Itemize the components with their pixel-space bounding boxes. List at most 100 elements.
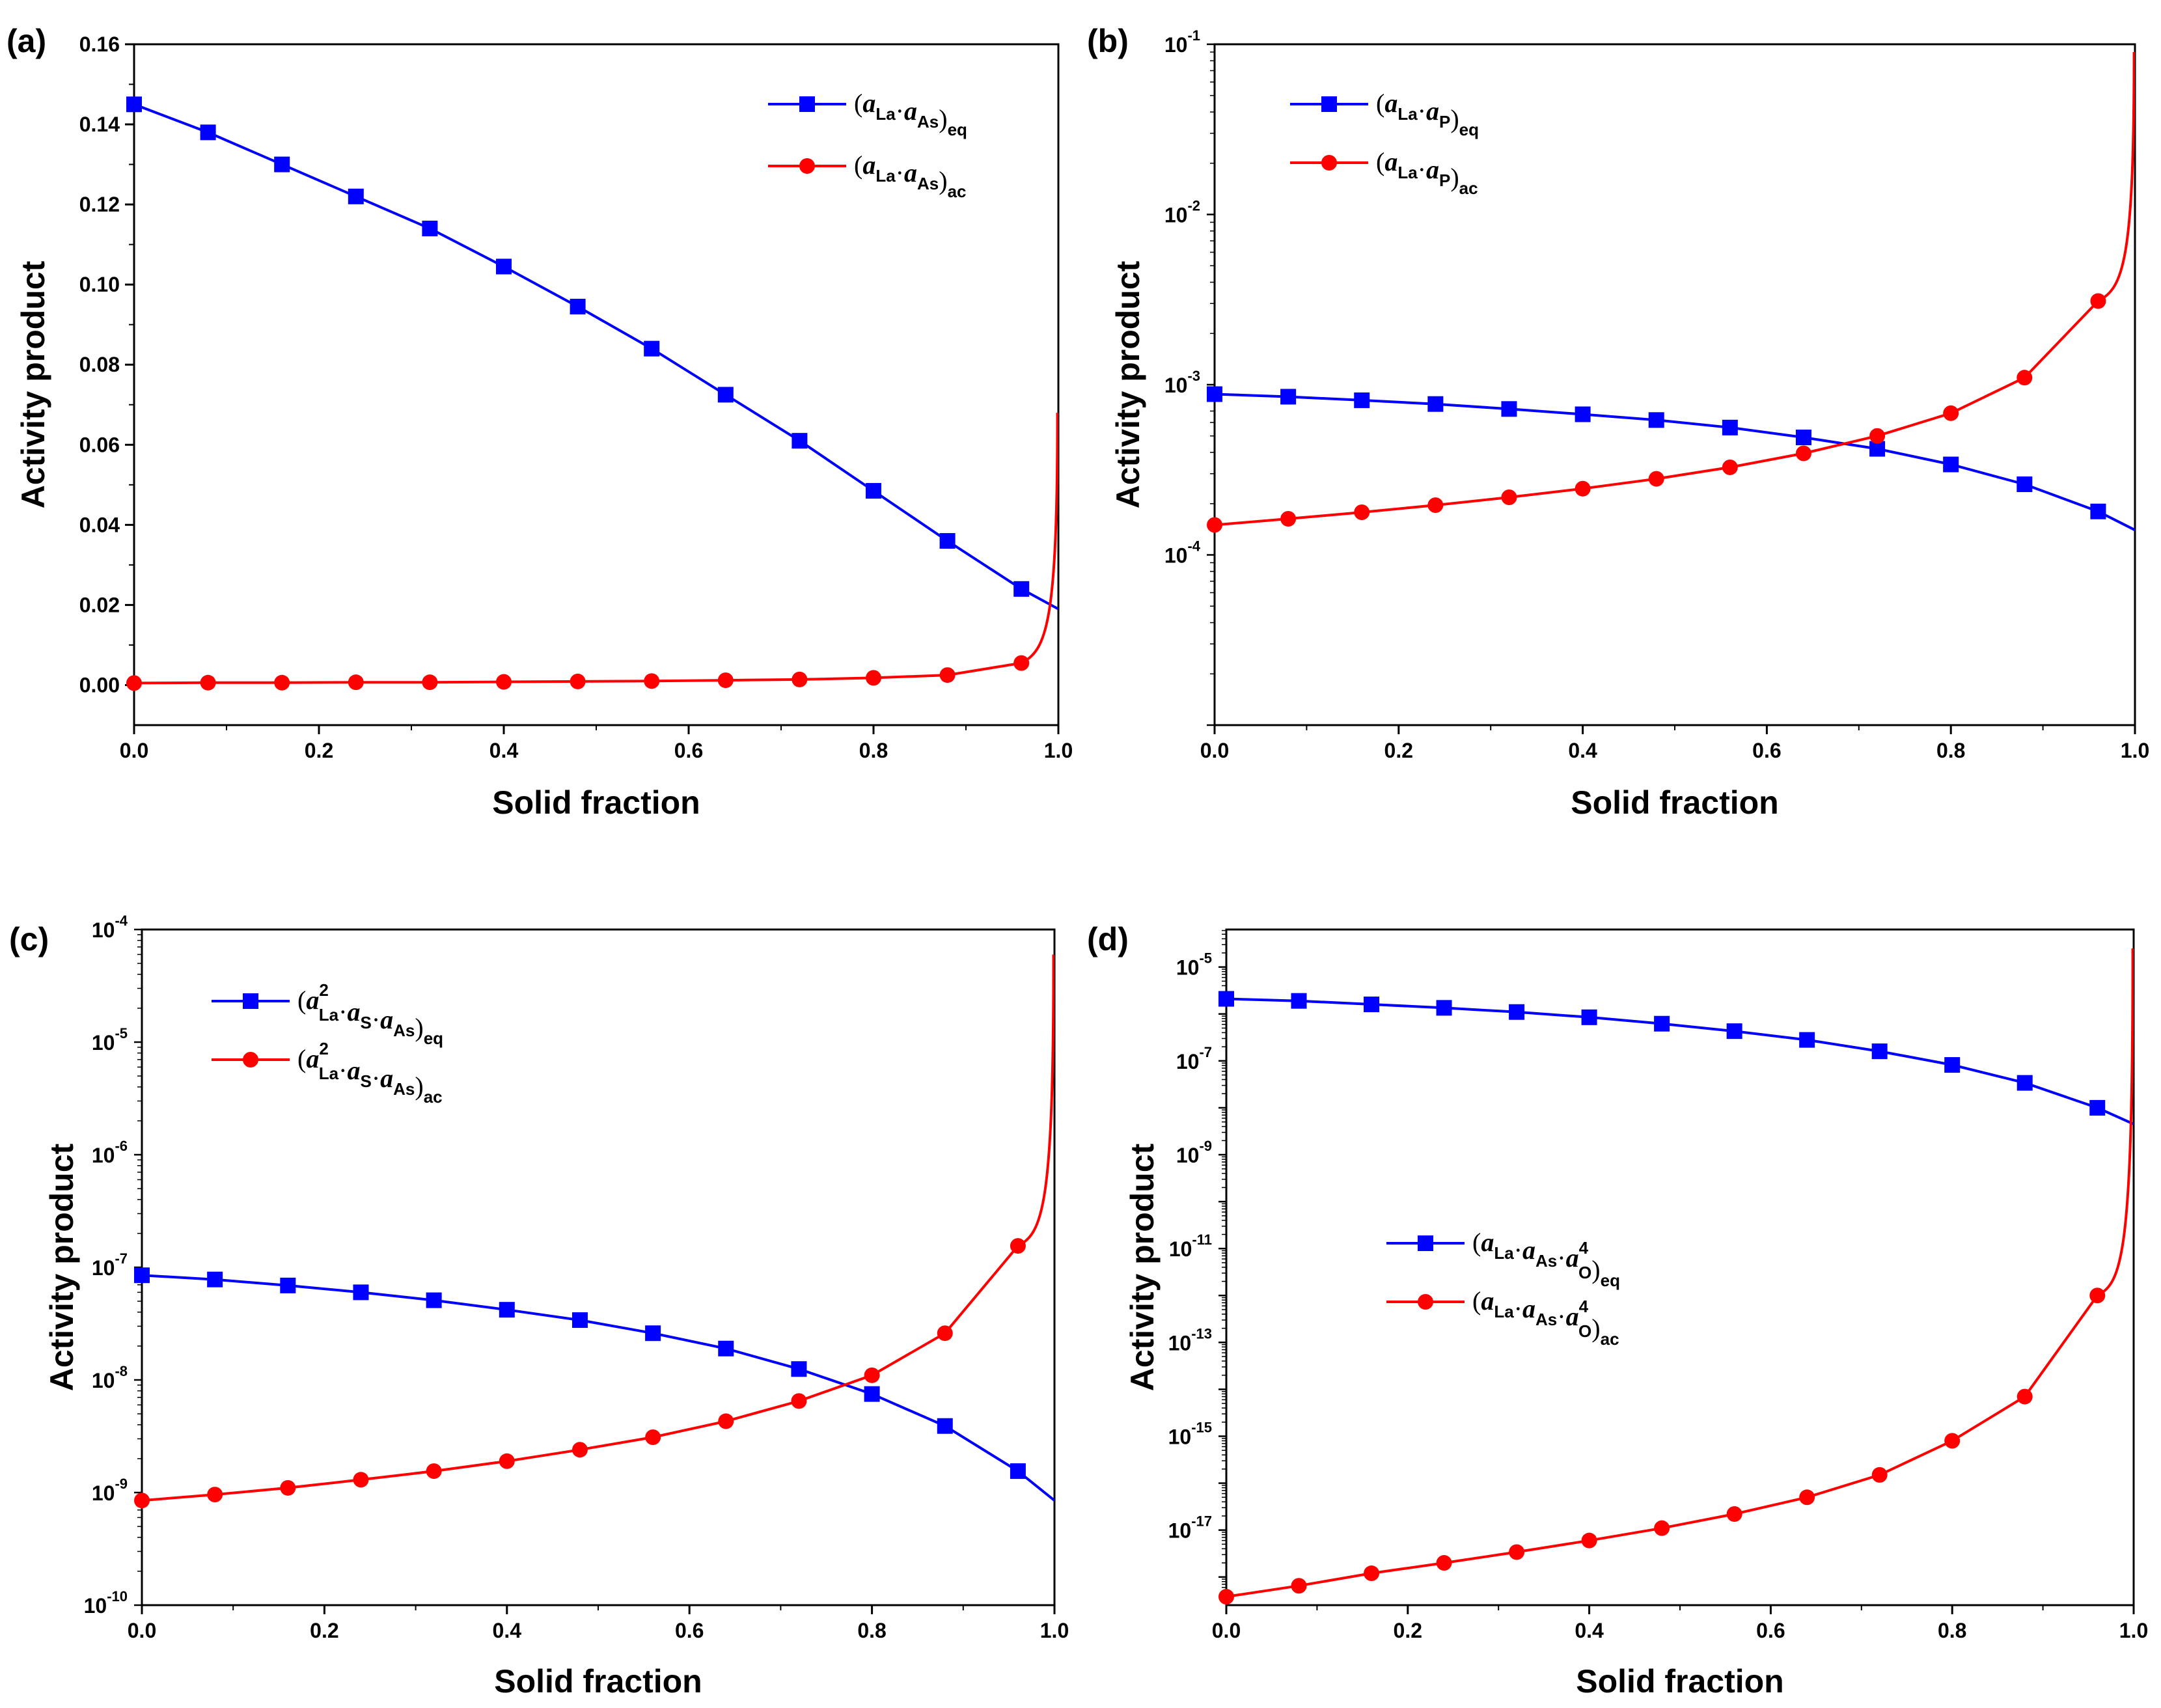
y-tick-label: 0.12 [79, 193, 120, 216]
data-point-eq [718, 1340, 734, 1357]
data-point-eq [1726, 1023, 1742, 1040]
data-point-eq [280, 1277, 296, 1293]
x-tick-label: 0.0 [1212, 1619, 1241, 1642]
y-tick-label: 10-13 [1168, 1325, 1212, 1355]
data-point-ac [348, 674, 364, 691]
legend-entry-ac: (aLa·aP)ac [1290, 147, 1478, 198]
data-point-eq [353, 1284, 369, 1301]
chart-panel: (d) 0.0 0.2 0.4 0.6 0.8 1.0 10-17 10-15 10-13 10-1… [1087, 921, 2148, 1700]
data-point-ac [1291, 1578, 1307, 1594]
plot-frame [1225, 928, 2135, 1606]
legend-entry-ac: (aLa·aAs·a4 O)ac [1386, 1286, 1619, 1349]
data-point-ac [353, 1472, 369, 1488]
data-point-eq [1354, 392, 1370, 408]
data-point-eq [1291, 993, 1307, 1009]
x-tick-label: 0.2 [305, 739, 333, 762]
legend-label: (aLa·aP)ac [1376, 147, 1478, 198]
data-point-ac [718, 1413, 734, 1429]
data-point-ac [207, 1487, 223, 1503]
data-point-ac [2016, 370, 2033, 386]
data-point-ac [866, 670, 881, 686]
data-point-ac [1871, 1467, 1888, 1483]
chart-panel: (a) 0.0 0.2 0.4 0.6 0.8 1.0 0.00 0.02 0.04 0.06 0.0… [7, 23, 1073, 821]
x-tick-label: 1.0 [1040, 1619, 1069, 1642]
data-point-eq [644, 340, 660, 357]
x-tick-label: 0.6 [1752, 739, 1781, 762]
plot-frame [133, 43, 1060, 726]
data-point-ac [274, 674, 290, 691]
plot-frame [1213, 43, 2136, 726]
x-axis-title: Solid fraction [1576, 1663, 1783, 1700]
legend-entry-eq: (aLa·aAs)eq [768, 89, 967, 139]
chart-panel: (b) 0.0 0.2 0.4 0.6 0.8 1.0 10-4 10-3 10-2 10-1 Sol… [1087, 23, 2149, 821]
y-axis-title: Activity product [1110, 260, 1146, 508]
x-tick-label: 0.8 [1938, 1619, 1966, 1642]
data-point-eq [200, 124, 216, 141]
data-point-ac [1581, 1532, 1597, 1549]
panel-label: (a) [7, 23, 46, 59]
y-tick-label: 10-7 [92, 1250, 128, 1280]
legend-marker [799, 96, 815, 112]
y-tick-label: 10-9 [92, 1476, 128, 1505]
data-point-eq [2090, 503, 2106, 519]
x-tick-label: 0.6 [675, 1619, 704, 1642]
legend-label: (a2 La·aS·aAs)ac [297, 1039, 443, 1107]
data-point-eq [499, 1302, 515, 1318]
data-point-eq [2016, 1075, 2033, 1091]
y-tick-label: 10-17 [1168, 1513, 1212, 1543]
y-tick-label: 0.10 [79, 273, 120, 296]
data-point-ac [864, 1367, 880, 1383]
data-point-eq [426, 1292, 442, 1308]
legend-marker [799, 158, 815, 174]
panel-label: (d) [1087, 921, 1129, 957]
series-line-ac [134, 413, 1058, 685]
y-tick-label: 0.14 [79, 113, 120, 136]
data-point-eq [1010, 1463, 1026, 1480]
data-point-ac [570, 673, 586, 689]
x-tick-label: 0.4 [493, 1619, 522, 1642]
data-point-ac [939, 667, 956, 683]
x-tick-label: 0.2 [1394, 1619, 1422, 1642]
y-tick-label: 10-4 [92, 913, 128, 942]
data-point-eq [1501, 401, 1517, 417]
series-line-eq [1215, 393, 2135, 532]
chart-panel: (c) 0.0 0.2 0.4 0.6 0.8 1.0 10-10 10-9 10-8 10-7 10… [9, 913, 1069, 1700]
data-point-ac [1354, 504, 1370, 521]
data-point-ac [126, 675, 142, 691]
legend-marker [1321, 155, 1337, 171]
series-line-eq [134, 103, 1058, 611]
data-point-ac [1654, 1520, 1670, 1536]
x-tick-label: 1.0 [2119, 1619, 2148, 1642]
data-point-eq [348, 188, 364, 204]
data-point-ac [1726, 1506, 1742, 1522]
x-tick-label: 1.0 [2121, 739, 2149, 762]
legend-entry-ac: (a2 La·aS·aAs)ac [212, 1039, 443, 1107]
data-point-eq [1218, 991, 1234, 1007]
data-point-ac [1869, 428, 1886, 444]
y-tick-label: 10-11 [1169, 1232, 1212, 1261]
y-tick-label: 0.06 [79, 433, 120, 456]
y-tick-label: 10-10 [84, 1588, 128, 1618]
data-point-ac [1722, 459, 1738, 475]
data-point-ac [1648, 471, 1664, 487]
legend-entry-ac: (aLa·aAs)ac [768, 150, 967, 201]
y-tick-label: 10-15 [1168, 1420, 1212, 1449]
data-point-ac [1207, 517, 1222, 533]
data-point-ac [645, 1429, 661, 1445]
legend-marker [1321, 96, 1337, 112]
data-point-eq [1013, 581, 1030, 597]
data-point-eq [1795, 430, 1811, 446]
series-line-ac [1215, 51, 2135, 527]
data-point-ac [1427, 497, 1444, 514]
data-point-ac [1799, 1489, 1815, 1506]
panel-label: (b) [1087, 23, 1129, 59]
data-point-ac [2089, 1288, 2106, 1304]
data-point-ac [791, 671, 808, 687]
legend-label: (aLa·aAs)ac [854, 150, 967, 201]
x-axis-title: Solid fraction [1571, 784, 1778, 821]
panel-label: (c) [9, 921, 49, 957]
data-point-eq [1722, 419, 1738, 435]
x-tick-label: 0.4 [1575, 1619, 1604, 1642]
y-tick-label: 10-3 [1164, 368, 1200, 397]
data-point-ac [422, 674, 438, 691]
